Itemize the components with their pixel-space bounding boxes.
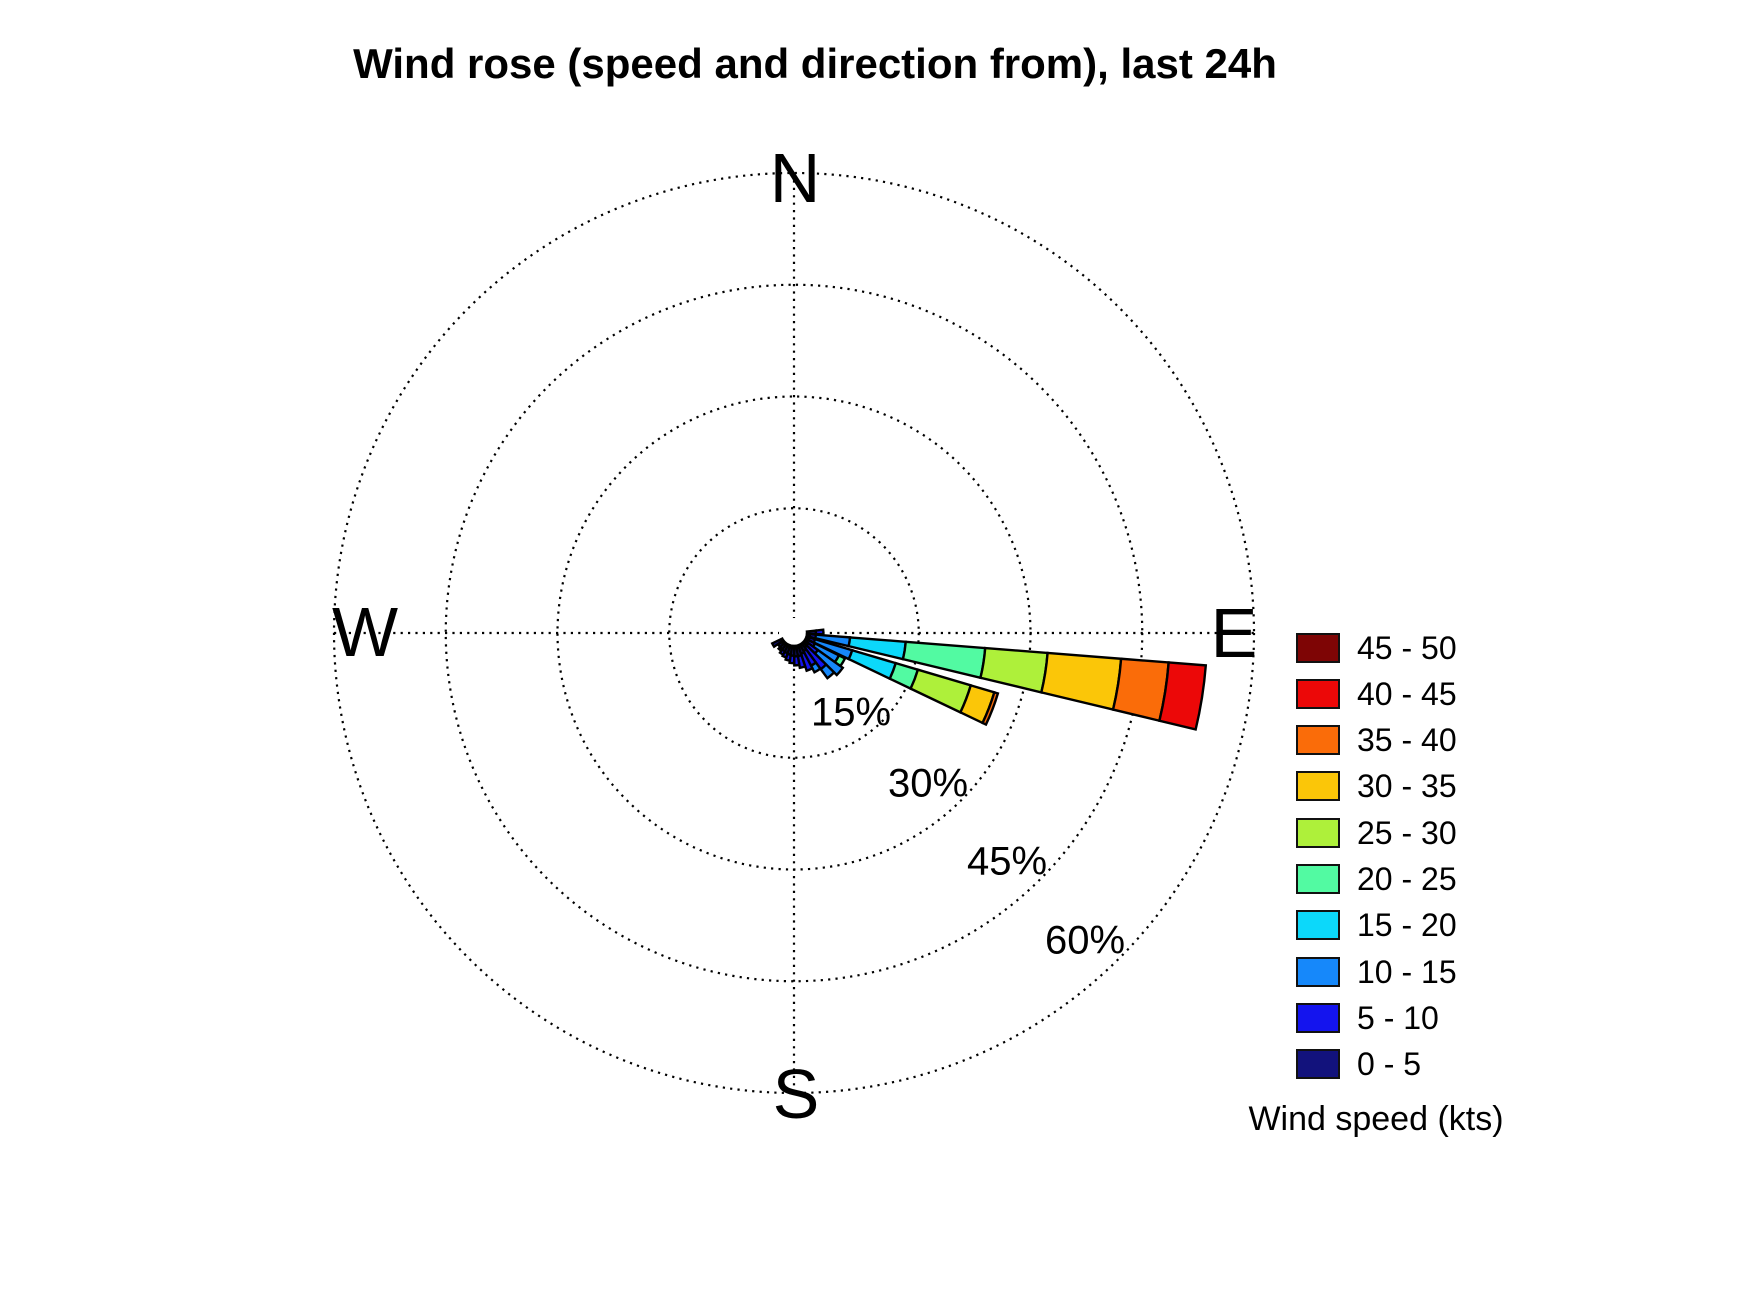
legend-swatch (1296, 910, 1340, 941)
compass-label-east: E (1210, 594, 1258, 672)
ring-label-15: 15% (810, 690, 892, 735)
petal-99-bin-8 (1157, 661, 1208, 731)
petal-211-bin-1 (778, 647, 787, 657)
legend-row: 5 - 10 (1296, 999, 1439, 1036)
legend-row: 35 - 40 (1296, 722, 1457, 759)
legend-row: 40 - 45 (1296, 675, 1457, 712)
legend-row: 20 - 25 (1296, 861, 1457, 897)
petal-99-bin-5 (979, 646, 1049, 694)
petal-148-bin-2 (809, 660, 823, 674)
petal-157-bin-1 (799, 650, 815, 673)
legend-row: 25 - 30 (1296, 814, 1457, 851)
legend-swatch (1296, 1002, 1340, 1033)
legend-swatch (1296, 678, 1340, 709)
ring-label-45: 45% (966, 839, 1048, 884)
legend-swatch (1296, 771, 1340, 802)
compass-label-north: N (769, 139, 821, 217)
legend-row: 15 - 20 (1296, 907, 1457, 944)
legend-swatch (1296, 817, 1340, 848)
legend-row: 0 - 5 (1296, 1046, 1422, 1083)
petal-111-bin-5 (909, 668, 973, 714)
ring-label-30: 30% (887, 761, 969, 806)
ring-label-60: 60% (1044, 918, 1126, 963)
legend-bin-label: 35 - 40 (1357, 722, 1457, 759)
legend-title: Wind speed (kts) (1248, 1100, 1504, 1138)
legend-swatch (1296, 725, 1340, 756)
legend-bin-label: 30 - 35 (1357, 768, 1457, 805)
legend-bin-label: 15 - 20 (1357, 907, 1457, 944)
legend-swatch (1296, 864, 1340, 894)
petal-139-bin-2 (819, 662, 836, 680)
compass-label-west: W (331, 593, 399, 671)
legend-bin-label: 20 - 25 (1357, 861, 1457, 897)
legend-bin-label: 10 - 15 (1357, 953, 1457, 990)
petal-240-bin-0 (770, 637, 785, 649)
legend-bin-label: 25 - 30 (1357, 814, 1457, 851)
legend-row: 30 - 35 (1296, 768, 1457, 805)
legend-bin-label: 40 - 45 (1357, 675, 1457, 712)
legend-swatch (1296, 956, 1340, 987)
legend-swatch (1296, 1049, 1340, 1080)
petal-99-bin-6 (1039, 651, 1123, 712)
legend-bin-label: 45 - 50 (1357, 629, 1457, 666)
calm-hole (779, 618, 809, 648)
legend-row: 45 - 50 (1296, 629, 1457, 666)
chart-title: Wind rose (speed and direction from), la… (353, 40, 1277, 87)
legend-bin-label: 5 - 10 (1357, 999, 1439, 1036)
petal-111-bin-7 (980, 690, 1000, 727)
legend-bin-label: 0 - 5 (1357, 1046, 1422, 1083)
petal-130-bin-2 (813, 648, 845, 677)
legend-row: 10 - 15 (1296, 953, 1457, 990)
legend-swatch (1296, 632, 1340, 663)
petal-88-bin-1 (814, 628, 825, 636)
compass-label-south: S (772, 1055, 820, 1133)
petal-175-bin-1 (792, 654, 801, 667)
